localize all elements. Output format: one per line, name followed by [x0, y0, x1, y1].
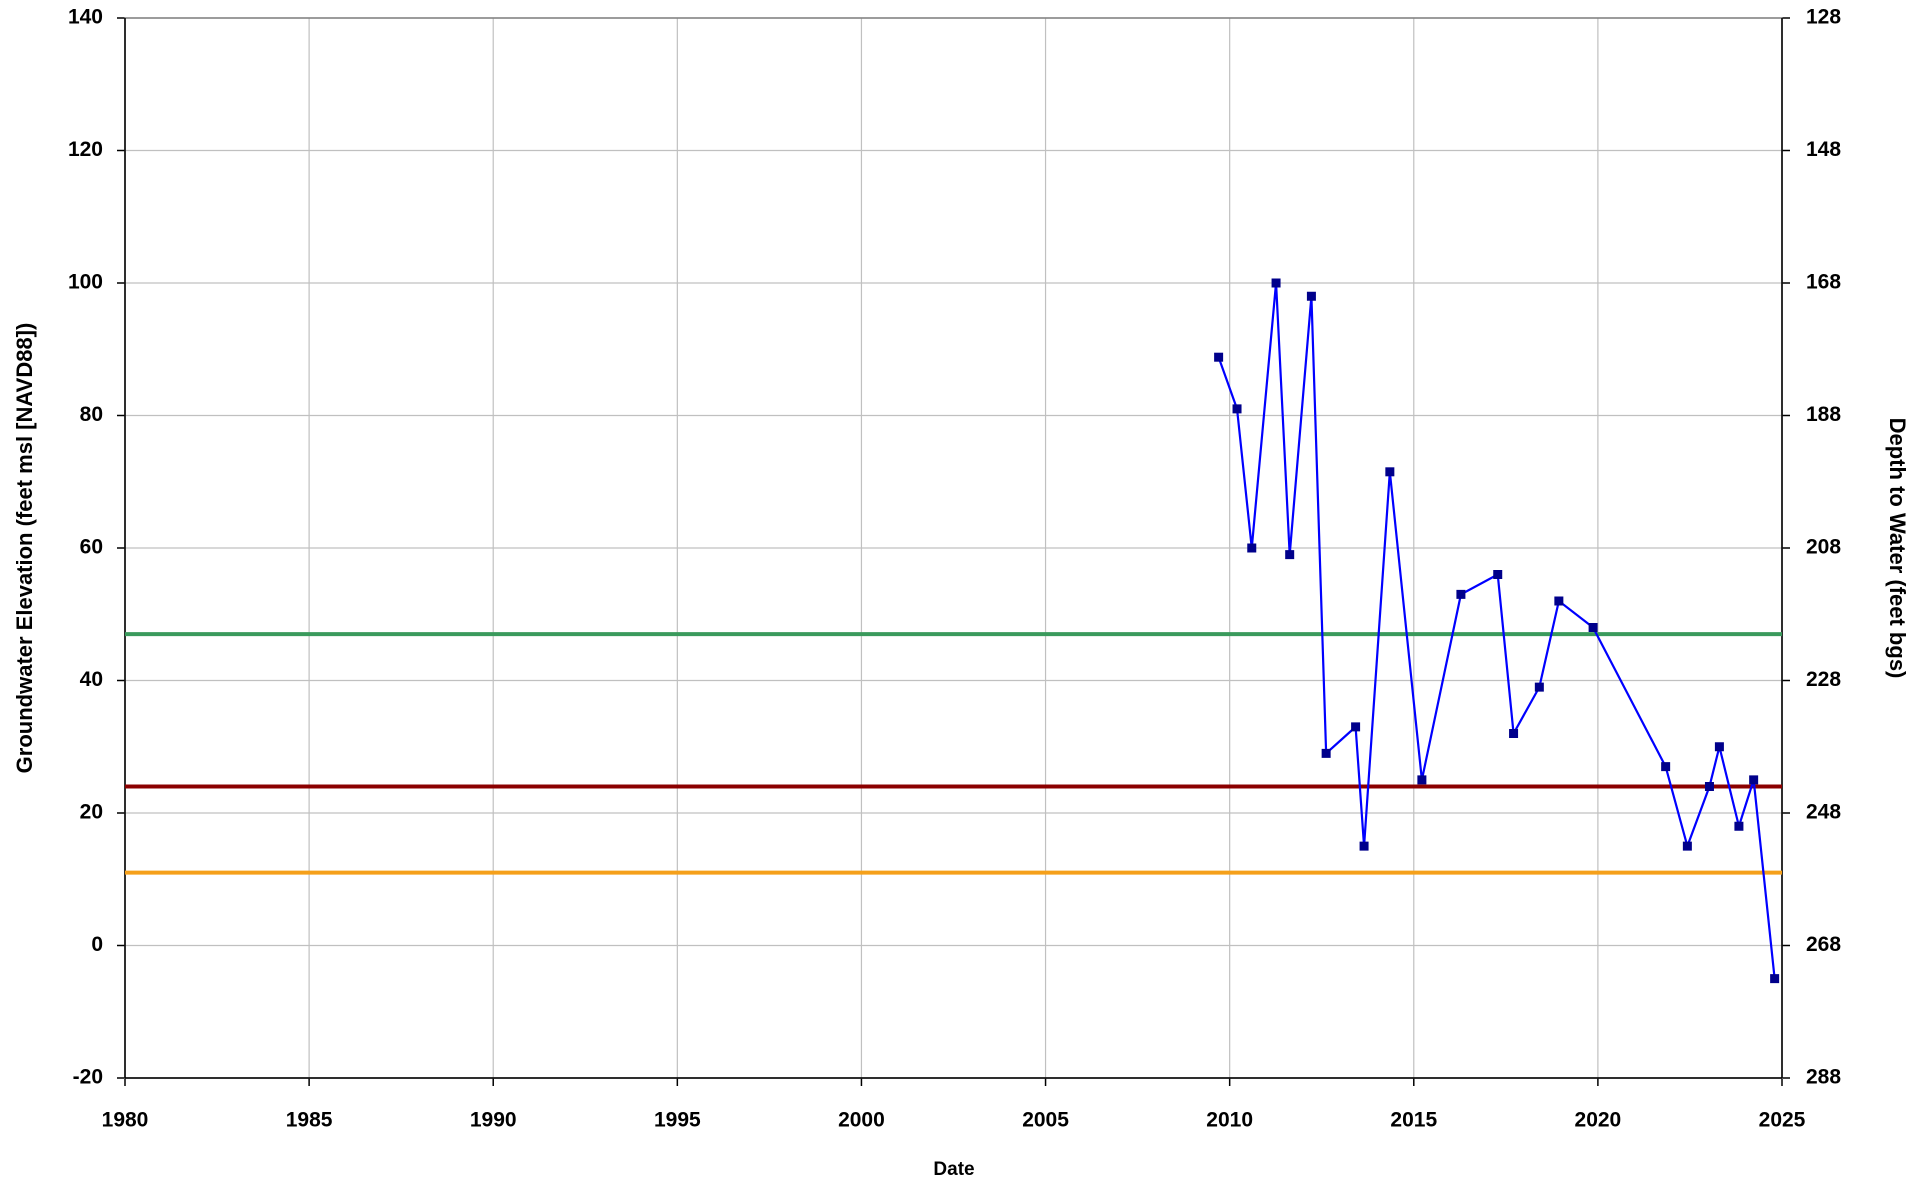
- y2-tick-label: 228: [1806, 668, 1841, 691]
- y2-tick-label: 268: [1806, 933, 1841, 956]
- data-point: [1770, 974, 1780, 984]
- x-tick-label: 2005: [1022, 1109, 1069, 1132]
- x-tick-label: 2010: [1206, 1109, 1253, 1132]
- data-point: [1232, 404, 1242, 414]
- x-tick-label: 1990: [470, 1109, 517, 1132]
- data-point: [1734, 821, 1744, 831]
- series-line: [1217, 282, 1776, 979]
- y-tick-label: 60: [80, 536, 103, 559]
- x-tick-label: 1995: [654, 1109, 701, 1132]
- data-point: [1321, 748, 1331, 758]
- x-tick-label: 1980: [102, 1109, 149, 1132]
- data-point: [1306, 291, 1316, 301]
- y2-tick-label: 148: [1806, 138, 1841, 161]
- data-point: [1554, 596, 1564, 606]
- y-tick-label: 120: [68, 138, 103, 161]
- data-point: [1534, 682, 1544, 692]
- data-point: [1714, 742, 1724, 752]
- y2-tick-label: 208: [1806, 536, 1841, 559]
- data-point: [1359, 841, 1369, 851]
- y-tick-label: 140: [68, 6, 103, 29]
- y2-tick-label: 168: [1806, 271, 1841, 294]
- data-point: [1214, 352, 1224, 362]
- data-point: [1493, 570, 1503, 579]
- y-tick-label: 0: [91, 933, 103, 956]
- y-tick-label: -20: [73, 1066, 103, 1089]
- y2-tick-label: 188: [1806, 403, 1841, 426]
- x-tick-label: 2015: [1390, 1109, 1437, 1132]
- y2-tick-label: 248: [1806, 801, 1841, 824]
- y-tick-label: 80: [80, 403, 103, 426]
- data-point: [1704, 782, 1714, 791]
- data-point: [1247, 543, 1257, 553]
- data-point: [1682, 841, 1692, 851]
- data-point: [1271, 278, 1281, 288]
- y2-axis-label: Depth to Water (feet bgs): [1885, 418, 1910, 679]
- y2-tick-label: 128: [1806, 6, 1841, 29]
- data-point: [1285, 550, 1295, 560]
- y2-tick-label: 288: [1806, 1066, 1841, 1089]
- y-axis-label: Groundwater Elevation (feet msl [NAVD88]…: [12, 323, 37, 774]
- x-axis-label: Date: [933, 1159, 974, 1180]
- y-tick-label: 100: [68, 271, 103, 294]
- data-point: [1509, 729, 1519, 738]
- data-point: [1588, 623, 1598, 632]
- y-tick-label: 40: [80, 668, 103, 691]
- data-point: [1661, 762, 1671, 772]
- x-tick-label: 2025: [1759, 1109, 1806, 1132]
- x-tick-label: 2000: [838, 1109, 885, 1132]
- data-point: [1351, 722, 1361, 732]
- data-point: [1456, 589, 1466, 599]
- y-tick-label: 20: [80, 801, 103, 824]
- data-point: [1385, 467, 1395, 477]
- x-tick-label: 2020: [1575, 1109, 1622, 1132]
- data-point: [1417, 775, 1427, 785]
- x-tick-label: 1985: [286, 1109, 333, 1132]
- data-point: [1749, 775, 1759, 785]
